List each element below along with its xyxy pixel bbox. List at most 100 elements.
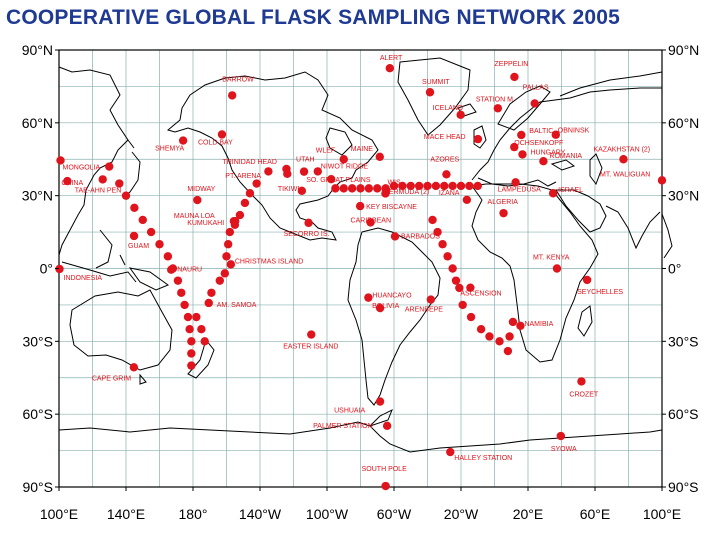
station-marker[interactable]: MACE HEAD: [424, 134, 483, 144]
ship-sample-point[interactable]: [466, 312, 476, 322]
station-dot[interactable]: [231, 216, 240, 226]
station-dot[interactable]: [582, 275, 592, 285]
station-marker[interactable]: OBNINSK: [551, 128, 590, 139]
ship-sample-point[interactable]: [465, 181, 474, 191]
station-dot[interactable]: [385, 64, 395, 73]
ship-sample-point[interactable]: [356, 184, 365, 193]
station-marker[interactable]: MT. WALIGUAN: [600, 171, 667, 185]
station-dot[interactable]: [516, 321, 525, 330]
ship-sample-point[interactable]: [451, 276, 461, 285]
station-marker[interactable]: NIWOT RIDGE: [313, 163, 369, 176]
ship-sample-point[interactable]: [455, 283, 464, 293]
station-marker[interactable]: HUNGARY: [518, 149, 566, 159]
ship-sample-point[interactable]: [505, 332, 514, 341]
station-dot[interactable]: [390, 232, 400, 241]
station-dot[interactable]: [129, 363, 139, 372]
station-dot[interactable]: [493, 104, 503, 113]
station-dot[interactable]: [375, 303, 385, 313]
ship-sample-point[interactable]: [180, 300, 189, 310]
ship-sample-point[interactable]: [183, 312, 193, 322]
station-marker[interactable]: GUAM: [128, 231, 149, 250]
station-marker[interactable]: AZORES: [430, 156, 460, 179]
ship-sample-point[interactable]: [331, 184, 340, 193]
station-marker[interactable]: ASCENSION: [460, 283, 502, 298]
ship-sample-point[interactable]: [364, 184, 374, 193]
station-dot[interactable]: [462, 195, 472, 204]
station-dot[interactable]: [283, 169, 292, 179]
ship-sample-point[interactable]: [473, 181, 482, 191]
ship-sample-point[interactable]: [458, 300, 467, 310]
station-dot[interactable]: [339, 155, 348, 164]
station-marker[interactable]: NAMIBIA: [516, 321, 554, 330]
station-dot[interactable]: [63, 176, 72, 186]
station-dot[interactable]: [426, 295, 436, 304]
station-dot[interactable]: [129, 231, 139, 241]
station-marker[interactable]: TAE-AHN PEN: [75, 175, 122, 194]
station-marker[interactable]: CARIBBEAN: [351, 217, 391, 227]
ship-sample-point[interactable]: [223, 240, 233, 249]
station-dot[interactable]: [518, 150, 527, 159]
station-marker[interactable]: INDONESIA: [55, 264, 102, 282]
station-dot[interactable]: [217, 130, 227, 139]
station-dot[interactable]: [304, 218, 313, 228]
ship-sample-point[interactable]: [235, 210, 245, 220]
station-dot[interactable]: [548, 189, 558, 198]
station-marker[interactable]: HUANCAYO: [364, 293, 412, 302]
station-dot[interactable]: [577, 377, 586, 386]
station-marker[interactable]: KAZAKHSTAN (2): [593, 146, 650, 164]
station-marker[interactable]: LAMPEDUSA: [498, 178, 542, 193]
ship-sample-point[interactable]: [177, 288, 186, 297]
station-marker[interactable]: MONGOLIA: [56, 156, 101, 171]
ship-sample-point[interactable]: [215, 276, 224, 285]
station-dot[interactable]: [551, 130, 561, 139]
station-marker[interactable]: ZEPPELIN: [494, 61, 528, 82]
station-marker[interactable]: CHRISTMAS ISLAND: [226, 258, 304, 269]
station-dot[interactable]: [382, 421, 392, 431]
ship-sample-point[interactable]: [423, 181, 432, 191]
station-marker[interactable]: SYOWA: [551, 431, 577, 453]
station-marker[interactable]: BOLIVIA: [372, 303, 400, 313]
station-marker[interactable]: BARBADOS: [390, 232, 440, 241]
station-marker[interactable]: MT. KENYA: [533, 255, 570, 273]
station-dot[interactable]: [381, 481, 390, 491]
station-marker[interactable]: TIKIWI: [278, 186, 307, 196]
station-marker[interactable]: WIS: [381, 179, 401, 198]
station-marker[interactable]: OCHSENKOPF: [510, 140, 563, 152]
ship-sample-point[interactable]: [495, 337, 504, 346]
ship-sample-point[interactable]: [476, 324, 486, 334]
ship-sample-point[interactable]: [225, 227, 235, 237]
ship-sample-point[interactable]: [155, 240, 164, 249]
station-dot[interactable]: [473, 134, 483, 144]
station-marker[interactable]: MAINE: [351, 146, 384, 162]
station-dot[interactable]: [499, 208, 508, 218]
ship-sample-point[interactable]: [508, 317, 518, 327]
station-dot[interactable]: [56, 156, 65, 165]
ship-sample-point[interactable]: [187, 361, 196, 370]
station-marker[interactable]: BALTIC: [517, 128, 553, 140]
ship-sample-point[interactable]: [414, 181, 424, 191]
station-marker[interactable]: BARROW: [222, 76, 254, 100]
ship-sample-point[interactable]: [220, 269, 230, 278]
station-dot[interactable]: [193, 195, 202, 205]
station-dot[interactable]: [366, 218, 375, 227]
station-marker[interactable]: USHUAIA: [334, 397, 385, 415]
station-dot[interactable]: [552, 264, 562, 273]
station-marker[interactable]: SUMMIT: [422, 79, 450, 97]
station-marker[interactable]: CROZET: [569, 377, 599, 398]
ship-sample-point[interactable]: [197, 324, 206, 334]
station-dot[interactable]: [381, 189, 390, 198]
station-dot[interactable]: [456, 110, 465, 120]
ship-sample-point[interactable]: [448, 181, 457, 191]
ship-sample-point[interactable]: [448, 264, 457, 273]
station-dot[interactable]: [375, 397, 385, 406]
station-dot[interactable]: [355, 201, 365, 211]
ship-sample-point[interactable]: [163, 252, 173, 261]
ship-sample-point[interactable]: [339, 184, 348, 193]
ship-sample-point[interactable]: [252, 179, 261, 188]
ship-sample-point[interactable]: [245, 189, 255, 198]
ship-sample-point[interactable]: [440, 181, 449, 191]
ship-sample-point[interactable]: [443, 252, 452, 261]
station-marker[interactable]: NAURU: [167, 265, 202, 274]
station-dot[interactable]: [297, 186, 307, 196]
station-marker[interactable]: ALERT: [380, 55, 403, 73]
